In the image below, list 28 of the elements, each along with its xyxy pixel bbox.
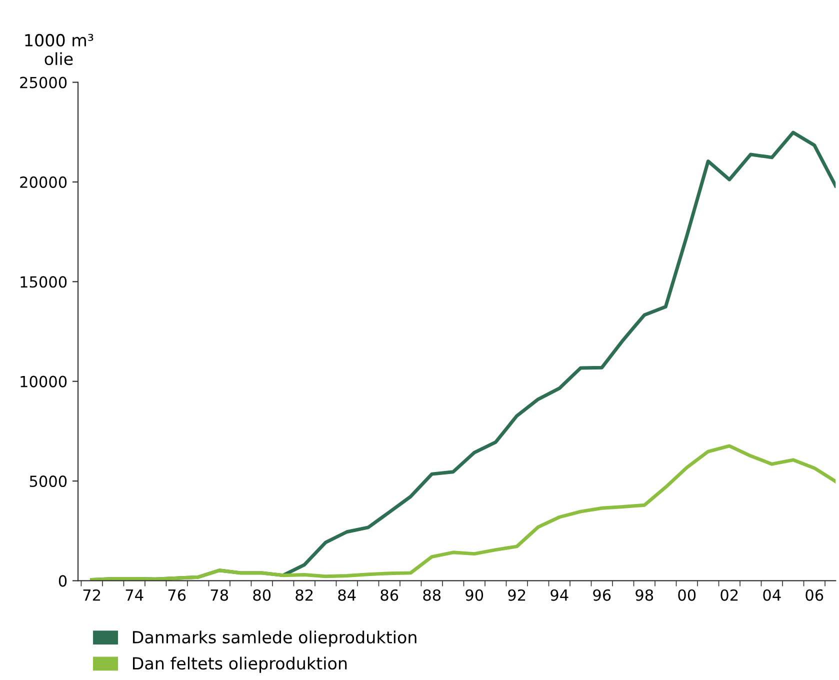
y-tick-label: 25000 [20,76,67,88]
x-tick-label: 74 [126,590,144,601]
x-tick-label: 06 [806,589,824,601]
x-tick-label: 82 [296,589,313,601]
x-tick-label: 92 [508,589,526,601]
legend-label: Danmarks samlede olieproduktion [132,630,416,647]
x-tick-label: 84 [338,589,356,601]
x-tick-label: 72 [83,589,100,601]
x-tick-label: 02 [720,589,738,601]
x-tick-label: 98 [636,589,654,601]
y-tick-label: 0 [58,575,67,587]
x-tick-label: 00 [678,589,696,601]
x-tick-label: 94 [550,589,568,601]
y-axis-title: 1000 m³ olie [25,34,94,66]
y-tick-label: 10000 [20,376,67,388]
y-tick-label: 20000 [20,176,67,188]
legend-label: Dan feltets olieproduktion [132,656,347,673]
line-series [90,444,836,581]
y-tick-label: 15000 [20,276,67,288]
y-tick-label: 5000 [30,475,67,488]
x-tick-label: 96 [593,589,611,601]
x-tick-label: 80 [253,589,271,601]
x-tick-label: 78 [210,589,228,601]
x-tick-label: 76 [168,589,186,601]
x-tick-label: 04 [763,589,781,601]
x-tick-label: 88 [423,589,441,601]
x-tick-label: 90 [466,589,484,601]
x-tick-label: 86 [380,589,398,601]
